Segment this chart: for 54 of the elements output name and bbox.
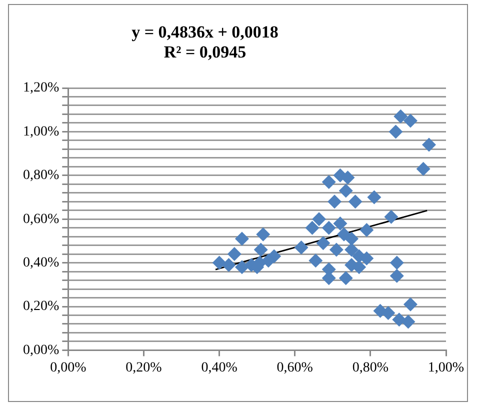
- y-tick-label: 0,00%: [22, 342, 60, 358]
- point: [234, 260, 249, 274]
- point: [390, 268, 404, 283]
- point: [381, 306, 396, 320]
- x-tick-label: 1,00%: [428, 360, 464, 376]
- point: [234, 232, 249, 246]
- point: [328, 194, 342, 209]
- point: [294, 240, 308, 255]
- point: [384, 210, 398, 224]
- point: [212, 256, 226, 270]
- point: [316, 236, 330, 250]
- x-tick-label: 0,80%: [352, 360, 389, 376]
- point: [322, 174, 336, 189]
- x-tick-label: 0,20%: [126, 360, 162, 376]
- point: [367, 190, 382, 204]
- point: [422, 138, 436, 152]
- point: [403, 114, 418, 128]
- y-tick-label: 1,20%: [22, 80, 60, 96]
- point: [392, 312, 406, 327]
- x-tick-label: 0,60%: [276, 360, 314, 376]
- point: [256, 227, 270, 242]
- point: [360, 223, 374, 238]
- point: [344, 232, 359, 246]
- text: y = 0,4836x + 0,0018: [132, 22, 278, 42]
- point: [390, 256, 404, 270]
- y-tick-label: 0,40%: [22, 255, 60, 270]
- point: [338, 271, 353, 286]
- x-tick-label: 0,40%: [201, 360, 238, 376]
- point: [401, 314, 416, 329]
- point: [403, 297, 418, 312]
- point: [305, 220, 320, 235]
- point: [222, 258, 236, 272]
- point: [352, 260, 366, 274]
- x-tick-label: 0,00%: [50, 360, 87, 376]
- y-tick-label: 0,80%: [22, 168, 60, 184]
- point: [322, 220, 336, 235]
- point: [344, 242, 359, 257]
- y-tick-label: 1,00%: [22, 124, 60, 140]
- point: [333, 216, 348, 230]
- point: [254, 242, 268, 257]
- point: [227, 247, 242, 262]
- point: [340, 170, 355, 185]
- point: [329, 242, 344, 257]
- point: [394, 109, 408, 124]
- y-tick-label: 0,20%: [22, 299, 60, 314]
- point: [312, 212, 326, 226]
- point: [388, 124, 403, 139]
- point: [348, 194, 362, 209]
- point: [338, 184, 353, 198]
- y-tick-label: 0,60%: [22, 212, 60, 227]
- point: [308, 254, 323, 268]
- text: R² = 0,0945: [164, 42, 246, 62]
- point: [416, 162, 430, 176]
- point: [360, 251, 374, 266]
